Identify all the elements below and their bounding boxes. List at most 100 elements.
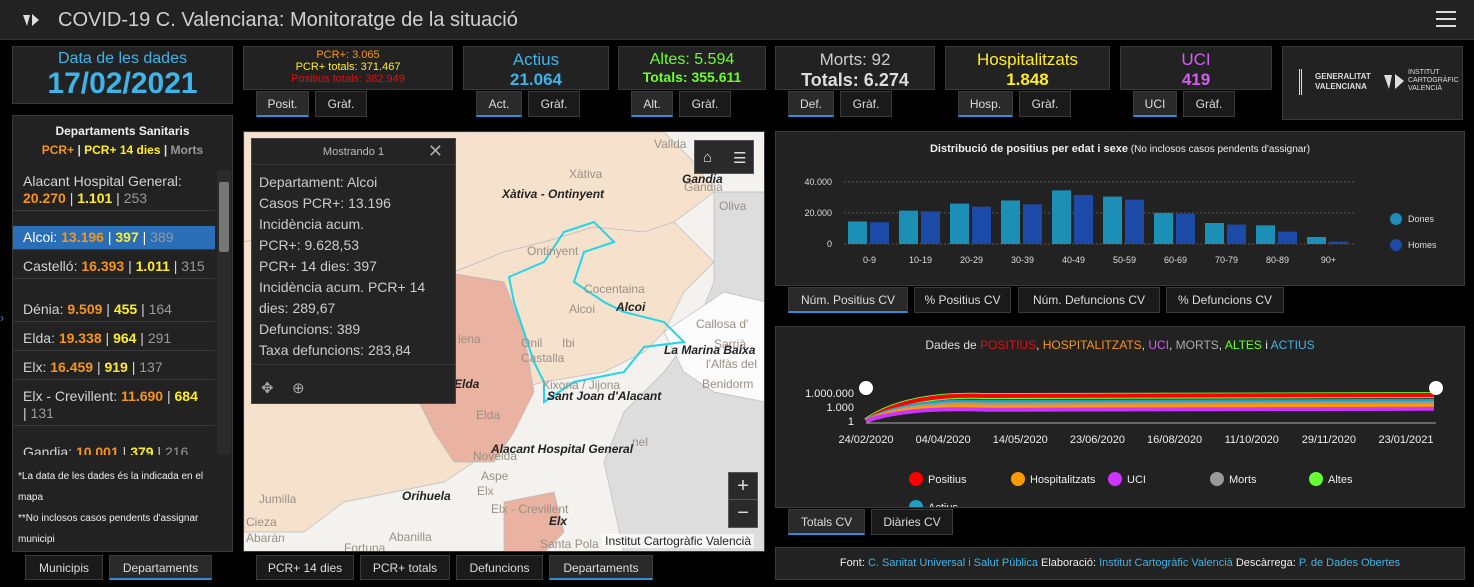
- dept-item[interactable]: Alcoi: 13.196 | 397 | 389: [13, 226, 215, 250]
- uci-value: 419: [1181, 70, 1211, 89]
- zoom-control: + −: [728, 472, 758, 528]
- expand-arrow-icon[interactable]: ›: [0, 311, 4, 325]
- legend-label[interactable]: Morts: [1229, 474, 1257, 486]
- tab-uci[interactable]: UCI: [1133, 91, 1177, 117]
- tab-diaries-cv[interactable]: Diàries CV: [871, 509, 953, 535]
- popup-line: Departament: Alcoi: [259, 174, 378, 190]
- bar-homes[interactable]: [972, 206, 991, 244]
- close-icon[interactable]: ✕: [427, 141, 443, 161]
- pan-icon[interactable]: ✥: [261, 380, 274, 397]
- bar-dones[interactable]: [1103, 196, 1122, 244]
- tab-graf-actius[interactable]: Gràf.: [528, 91, 580, 117]
- legend-swatch[interactable]: [1108, 472, 1122, 486]
- zoom-out-icon[interactable]: −: [729, 499, 757, 526]
- actius-value: 21.064: [510, 70, 562, 89]
- map-popup: Mostrando 1 ✕ Departament: Alcoi Casos PC…: [251, 138, 456, 404]
- map-label: Gandia: [682, 172, 723, 186]
- dept-pcr14: 1.101: [77, 190, 113, 206]
- bar-homes[interactable]: [1074, 195, 1093, 244]
- bar-dones[interactable]: [1256, 225, 1275, 244]
- bar-ytick: 40.000: [804, 177, 832, 187]
- dept-item[interactable]: Gandia: 10.001 | 379 | 216: [13, 441, 215, 455]
- tab-pct-positius[interactable]: % Positius CV: [914, 287, 1011, 313]
- tab-municipis[interactable]: Municipis: [25, 555, 103, 580]
- bar-homes[interactable]: [1278, 231, 1297, 244]
- dept-item[interactable]: Elx - Crevillent: 11.690 | 684 | 131: [13, 385, 215, 426]
- dept-item[interactable]: Castelló: 16.393 | 1.011 | 315: [13, 255, 215, 279]
- legend-swatch[interactable]: [1210, 472, 1224, 486]
- legend-label[interactable]: Positius: [928, 474, 967, 486]
- legend-label[interactable]: Hospitalitzats: [1030, 474, 1096, 486]
- legend-label[interactable]: UCI: [1127, 474, 1146, 486]
- tab-departaments-list[interactable]: Departaments: [109, 555, 212, 580]
- list-icon[interactable]: ☰: [733, 150, 747, 167]
- popup-line: PCR+: 9.628,53: [259, 237, 360, 253]
- tab-pct-defuncions[interactable]: % Defuncions CV: [1166, 287, 1284, 313]
- bar-dones[interactable]: [1205, 223, 1224, 244]
- range-handle-start[interactable]: [859, 381, 873, 395]
- legend-label[interactable]: Altes: [1328, 474, 1353, 486]
- tab-graf-altes[interactable]: Gràf.: [679, 91, 731, 117]
- dept-pcr14: 1.011: [135, 258, 170, 274]
- tab-graf-pcr[interactable]: Gràf.: [315, 91, 367, 117]
- bar-homes[interactable]: [870, 222, 889, 244]
- bar-dones[interactable]: [1001, 200, 1020, 244]
- legend-swatch[interactable]: [909, 500, 923, 508]
- dept-item[interactable]: Dénia: 9.509 | 455 | 164: [13, 298, 215, 322]
- map-attribution[interactable]: Institut Cartogràfic Valencià: [602, 534, 754, 548]
- download-link[interactable]: P. de Dades Obertes: [1298, 557, 1401, 569]
- tab-graf-uci[interactable]: Gràf.: [1183, 91, 1235, 117]
- menu-icon[interactable]: [1436, 11, 1456, 27]
- bar-dones[interactable]: [1154, 212, 1173, 244]
- bar-xtick: 30-39: [1011, 255, 1034, 265]
- tab-alt[interactable]: Alt.: [631, 91, 673, 117]
- bar-homes[interactable]: [1023, 204, 1042, 244]
- bar-homes[interactable]: [1329, 241, 1348, 244]
- tab-graf-morts[interactable]: Gràf.: [840, 91, 892, 117]
- bar-chart-panel: Distribució de positius per edat i sexe …: [775, 131, 1465, 286]
- tab-hosp[interactable]: Hosp.: [958, 91, 1013, 117]
- line-xtick: 23/01/2021: [1378, 434, 1433, 446]
- tab-pcr-totals[interactable]: PCR+ totals: [360, 555, 450, 580]
- tab-num-positius[interactable]: Núm. Positius CV: [788, 287, 908, 313]
- elab-link[interactable]: Institut Cartogràfic Valencià: [1099, 557, 1233, 569]
- legend-label[interactable]: Actius: [928, 502, 958, 508]
- tab-totals-cv[interactable]: Totals CV: [788, 509, 865, 535]
- tab-departaments-map[interactable]: Departaments: [549, 555, 653, 580]
- tab-def[interactable]: Def.: [788, 91, 834, 117]
- depts-scrollbar[interactable]: [217, 170, 231, 455]
- depts-list[interactable]: Alacant Hospital General: 20.270 | 1.101…: [13, 170, 218, 455]
- zoom-to-icon[interactable]: ⊕: [292, 380, 305, 397]
- bar-dones[interactable]: [899, 210, 918, 244]
- zoom-in-icon[interactable]: +: [737, 475, 749, 497]
- home-icon[interactable]: ⌂: [703, 149, 713, 166]
- line-ytick: 1.000: [826, 402, 854, 414]
- tab-posit[interactable]: Posit.: [256, 91, 309, 117]
- bar-dones[interactable]: [1052, 190, 1071, 244]
- tab-num-defuncions[interactable]: Núm. Defuncions CV: [1018, 287, 1160, 313]
- map-label: Elx - Crevillent: [491, 502, 569, 516]
- range-handle-end[interactable]: [1429, 381, 1443, 395]
- dept-item[interactable]: Elda: 19.338 | 964 | 291: [13, 327, 215, 351]
- bar-homes[interactable]: [921, 211, 940, 244]
- legend-swatch[interactable]: [909, 472, 923, 486]
- bar-homes[interactable]: [1176, 213, 1195, 244]
- bar-homes[interactable]: [1125, 199, 1144, 244]
- bar-dones[interactable]: [1307, 237, 1326, 244]
- actius-label: Actius: [512, 50, 560, 69]
- dept-item[interactable]: Alacant Hospital General: 20.270 | 1.101…: [13, 170, 215, 211]
- bar-dones[interactable]: [950, 203, 969, 244]
- map-label: Orihuela: [402, 489, 451, 503]
- dept-name: Elx:: [23, 359, 51, 375]
- tab-defuncions[interactable]: Defuncions: [456, 555, 543, 580]
- tab-graf-hosp[interactable]: Gràf.: [1019, 91, 1071, 117]
- dept-item[interactable]: Elx: 16.459 | 919 | 137: [13, 356, 215, 380]
- bar-dones[interactable]: [848, 221, 867, 244]
- legend-swatch[interactable]: [1309, 472, 1323, 486]
- legend-swatch[interactable]: [1011, 472, 1025, 486]
- bar-homes[interactable]: [1227, 224, 1246, 244]
- font-link[interactable]: C. Sanitat Universal i Salut Pública: [867, 557, 1038, 569]
- gv-logo-text: GENERALITAT VALENCIANA: [1315, 72, 1371, 91]
- tab-act[interactable]: Act.: [476, 91, 522, 117]
- tab-pcr14[interactable]: PCR+ 14 dies: [256, 555, 354, 580]
